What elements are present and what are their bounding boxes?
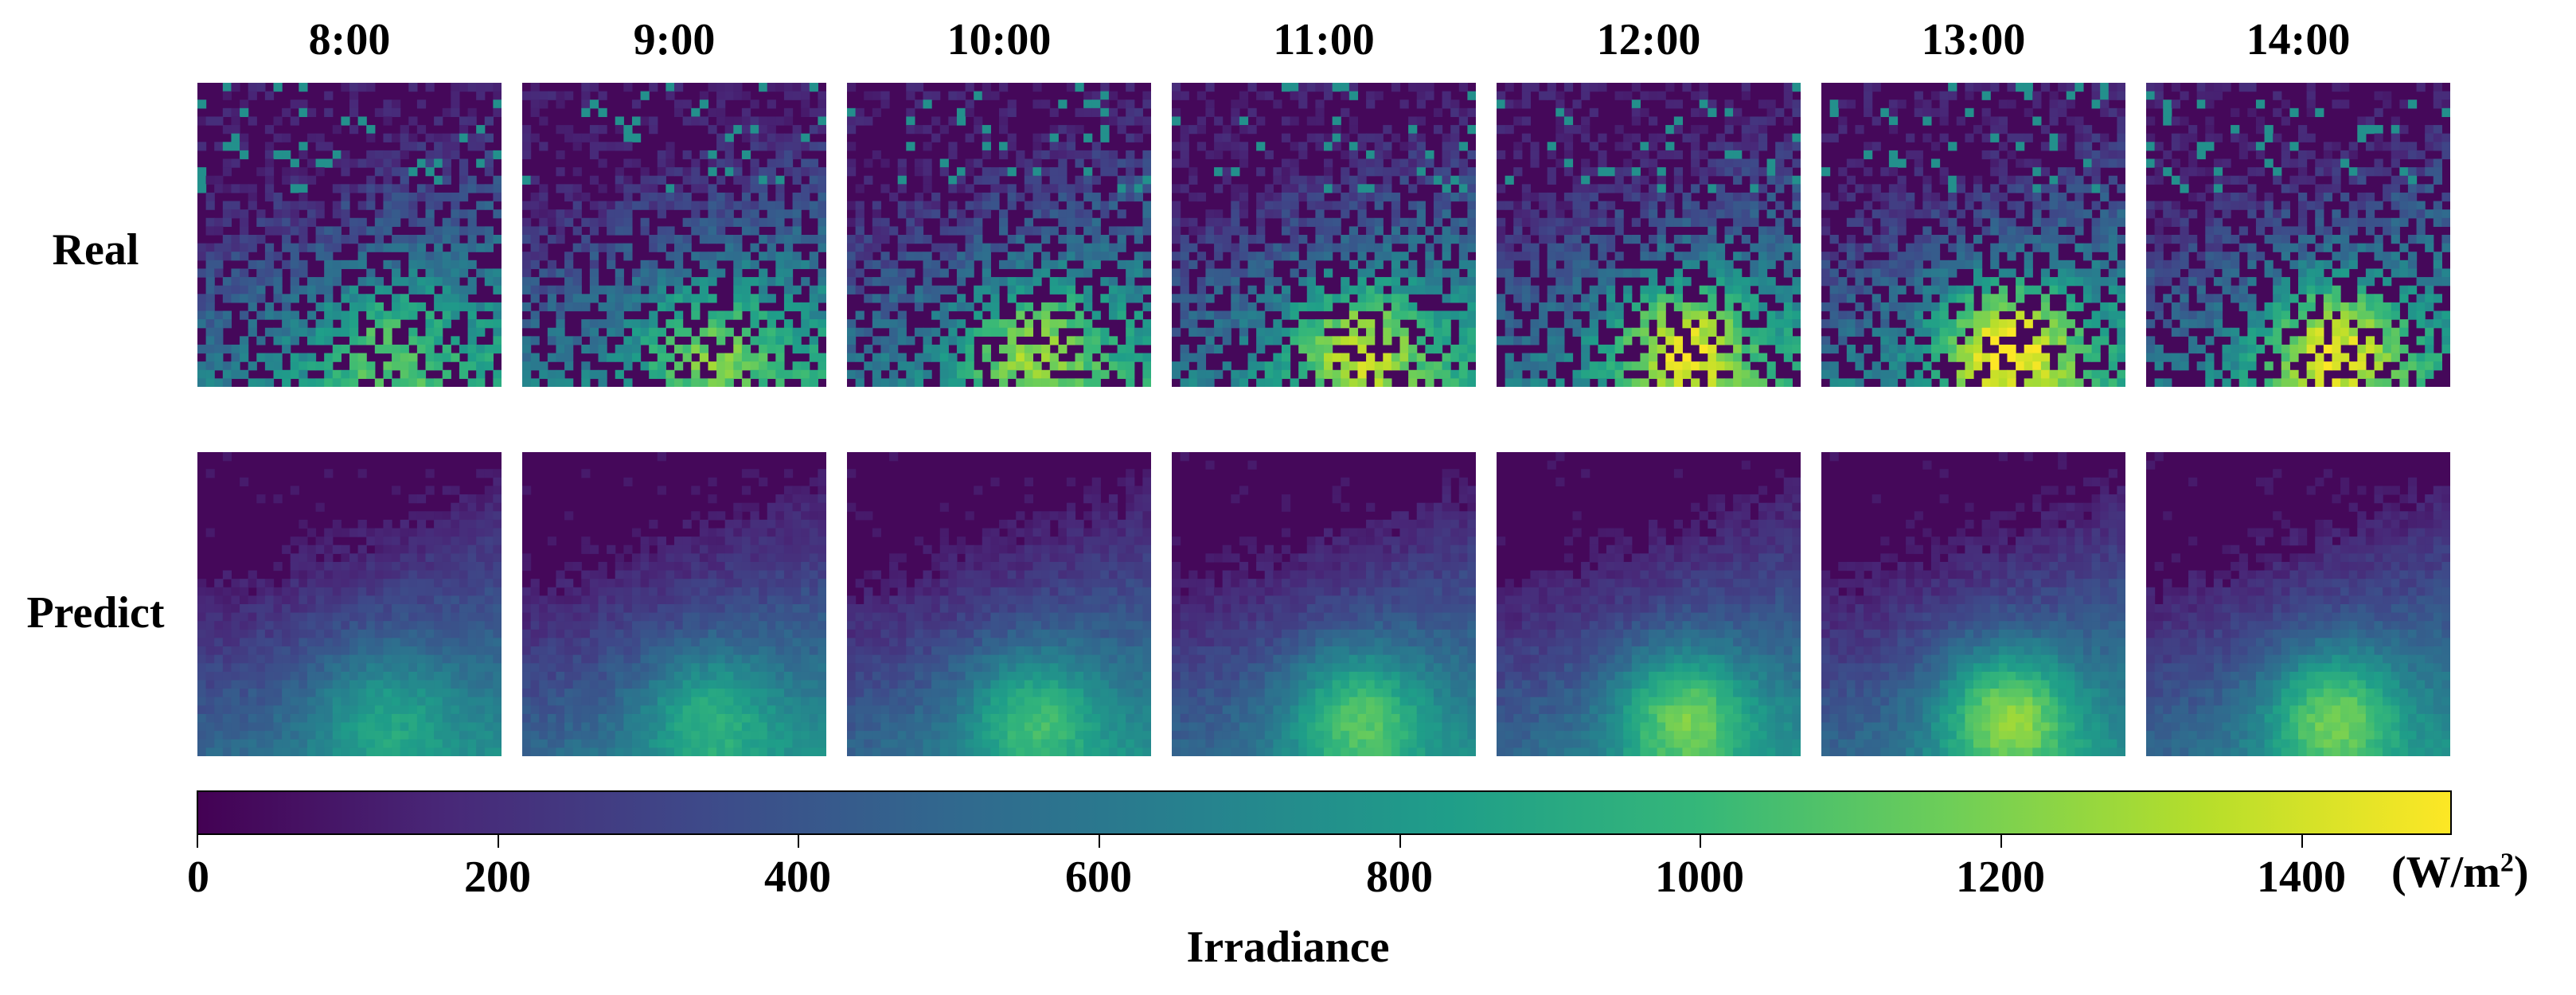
column-label-1200: 12:00 bbox=[1596, 15, 1701, 64]
irradiance-map-image bbox=[1172, 83, 1476, 387]
column-label-0900: 9:00 bbox=[633, 15, 716, 64]
irradiance-map-image bbox=[522, 83, 826, 387]
irradiance-map-predict-4 bbox=[1497, 452, 1801, 756]
row-label-real: Real bbox=[52, 225, 139, 275]
irradiance-map-image bbox=[197, 452, 502, 756]
colorbar-tick-label-1000: 1000 bbox=[1655, 853, 1744, 902]
irradiance-map-predict-3 bbox=[1172, 452, 1476, 756]
unit-text: (W/m bbox=[2391, 848, 2500, 897]
colorbar bbox=[197, 790, 2452, 835]
colorbar-tick-label-1400: 1400 bbox=[2257, 853, 2346, 902]
irradiance-map-real-4 bbox=[1497, 83, 1801, 387]
column-label-1000: 10:00 bbox=[946, 15, 1052, 64]
irradiance-map-image bbox=[1172, 452, 1476, 756]
colorbar-unit: (W/m2) bbox=[2391, 847, 2529, 898]
column-label-1400: 14:00 bbox=[2246, 15, 2351, 64]
colorbar-tick-label-600: 600 bbox=[1065, 853, 1132, 902]
irradiance-map-image bbox=[197, 83, 502, 387]
colorbar-tick bbox=[1099, 835, 1100, 848]
colorbar-label: Irradiance bbox=[1186, 923, 1390, 972]
column-label-1100: 11:00 bbox=[1273, 15, 1375, 64]
colorbar-tick bbox=[798, 835, 799, 848]
column-label-1300: 13:00 bbox=[1921, 15, 2026, 64]
colorbar-tick-label-800: 800 bbox=[1366, 853, 1433, 902]
irradiance-map-real-6 bbox=[2146, 83, 2450, 387]
irradiance-map-real-5 bbox=[1821, 83, 2125, 387]
irradiance-map-real-0 bbox=[197, 83, 502, 387]
row-label-predict: Predict bbox=[26, 588, 165, 638]
colorbar-gradient bbox=[198, 792, 2450, 833]
irradiance-map-image bbox=[1497, 452, 1801, 756]
irradiance-map-predict-1 bbox=[522, 452, 826, 756]
unit-close: ) bbox=[2513, 848, 2529, 897]
irradiance-map-real-2 bbox=[847, 83, 1151, 387]
irradiance-map-image bbox=[1821, 452, 2125, 756]
colorbar-tick-label-200: 200 bbox=[464, 853, 531, 902]
colorbar-tick bbox=[2000, 835, 2002, 848]
colorbar-tick bbox=[1399, 835, 1401, 848]
irradiance-map-image bbox=[847, 83, 1151, 387]
irradiance-map-image bbox=[1821, 83, 2125, 387]
irradiance-map-real-3 bbox=[1172, 83, 1476, 387]
irradiance-map-image bbox=[522, 452, 826, 756]
colorbar-tick bbox=[1700, 835, 1701, 848]
unit-superscript: 2 bbox=[2500, 848, 2514, 878]
irradiance-map-real-1 bbox=[522, 83, 826, 387]
irradiance-map-image bbox=[847, 452, 1151, 756]
irradiance-map-predict-6 bbox=[2146, 452, 2450, 756]
irradiance-map-image bbox=[2146, 452, 2450, 756]
colorbar-tick bbox=[197, 835, 198, 848]
colorbar-tick bbox=[498, 835, 499, 848]
colorbar-tick-label-400: 400 bbox=[764, 853, 831, 902]
irradiance-map-predict-0 bbox=[197, 452, 502, 756]
irradiance-map-image bbox=[2146, 83, 2450, 387]
colorbar-tick-label-0: 0 bbox=[187, 853, 209, 902]
irradiance-map-predict-5 bbox=[1821, 452, 2125, 756]
irradiance-map-predict-2 bbox=[847, 452, 1151, 756]
column-label-0800: 8:00 bbox=[308, 15, 391, 64]
colorbar-tick bbox=[2301, 835, 2303, 848]
colorbar-tick-label-1200: 1200 bbox=[1956, 853, 2045, 902]
irradiance-map-image bbox=[1497, 83, 1801, 387]
